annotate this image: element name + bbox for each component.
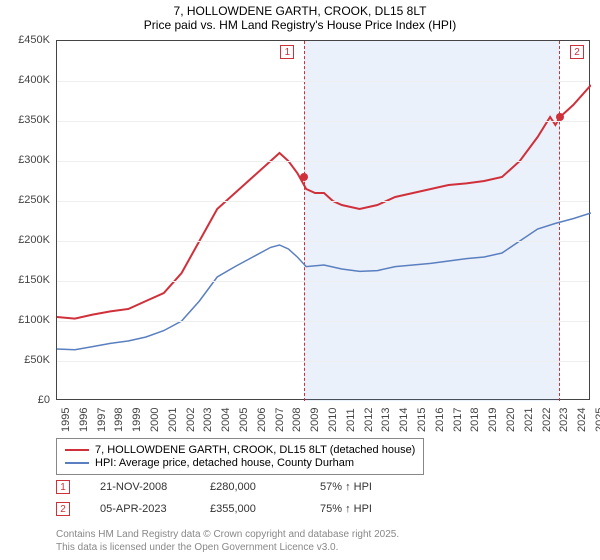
y-tick-label: £50K [0,354,50,366]
x-tick-label: 2016 [434,408,446,432]
chart-container: 7, HOLLOWDENE GARTH, CROOK, DL15 8LT Pri… [0,0,600,560]
x-tick-label: 1996 [78,408,90,432]
sale-row-2: 2 05-APR-2023 £355,000 75% ↑ HPI [56,502,400,516]
x-tick-label: 1998 [113,408,125,432]
x-tick-label: 2010 [327,408,339,432]
legend-item-1: 7, HOLLOWDENE GARTH, CROOK, DL15 8LT (de… [65,444,415,456]
marker-label-1: 1 [280,45,294,59]
x-tick-label: 2023 [558,408,570,432]
x-tick-label: 2019 [487,408,499,432]
plot-area: 12 [56,40,590,400]
title-block: 7, HOLLOWDENE GARTH, CROOK, DL15 8LT Pri… [0,0,600,34]
x-tick-label: 2020 [505,408,517,432]
copyright-line-1: Contains HM Land Registry data © Crown c… [56,528,399,541]
x-tick-label: 2005 [238,408,250,432]
x-tick-label: 2009 [309,408,321,432]
marker-point-2 [556,113,564,121]
marker-label-2: 2 [570,45,584,59]
x-tick-label: 2017 [452,408,464,432]
y-tick-label: £100K [0,314,50,326]
y-tick-label: £200K [0,234,50,246]
sale-price-2: £355,000 [210,503,290,515]
x-tick-label: 2013 [380,408,392,432]
legend-swatch-1 [65,449,89,451]
sale-marker-1: 1 [56,480,70,494]
sale-date-1: 21-NOV-2008 [100,481,180,493]
x-tick-label: 2014 [398,408,410,432]
sale-date-2: 05-APR-2023 [100,503,180,515]
y-tick-label: £250K [0,194,50,206]
x-tick-label: 1999 [131,408,143,432]
y-tick-label: £350K [0,114,50,126]
x-tick-label: 2015 [416,408,428,432]
x-tick-label: 2007 [274,408,286,432]
x-tick-label: 2003 [202,408,214,432]
x-tick-label: 2008 [291,408,303,432]
legend-label-2: HPI: Average price, detached house, Coun… [95,457,354,469]
y-tick-label: £400K [0,74,50,86]
chart-subtitle: Price paid vs. HM Land Registry's House … [0,18,600,32]
x-tick-label: 2004 [220,408,232,432]
x-tick-label: 2012 [363,408,375,432]
x-tick-label: 2001 [167,408,179,432]
legend-box: 7, HOLLOWDENE GARTH, CROOK, DL15 8LT (de… [56,438,424,475]
marker-point-1 [300,173,308,181]
chart-title: 7, HOLLOWDENE GARTH, CROOK, DL15 8LT [0,4,600,18]
x-tick-label: 2021 [523,408,535,432]
x-tick-label: 1995 [60,408,72,432]
sale-pct-1: 57% ↑ HPI [320,481,400,493]
y-tick-label: £300K [0,154,50,166]
x-tick-label: 2002 [185,408,197,432]
sale-row-1: 1 21-NOV-2008 £280,000 57% ↑ HPI [56,480,400,494]
sale-marker-2: 2 [56,502,70,516]
copyright-line-2: This data is licensed under the Open Gov… [56,541,399,554]
x-tick-label: 2006 [256,408,268,432]
copyright-text: Contains HM Land Registry data © Crown c… [56,528,399,554]
x-tick-label: 1997 [96,408,108,432]
legend-item-2: HPI: Average price, detached house, Coun… [65,457,415,469]
x-tick-label: 2018 [469,408,481,432]
x-tick-label: 2011 [345,408,357,432]
chart-svg [57,41,591,401]
x-tick-label: 2022 [541,408,553,432]
sale-pct-2: 75% ↑ HPI [320,503,400,515]
legend-label-1: 7, HOLLOWDENE GARTH, CROOK, DL15 8LT (de… [95,444,415,456]
y-tick-label: £0 [0,394,50,406]
y-tick-label: £450K [0,34,50,46]
legend-swatch-2 [65,462,89,464]
sale-price-1: £280,000 [210,481,290,493]
x-tick-label: 2024 [576,408,588,432]
x-tick-label: 2000 [149,408,161,432]
y-tick-label: £150K [0,274,50,286]
x-tick-label: 2025 [594,408,600,432]
